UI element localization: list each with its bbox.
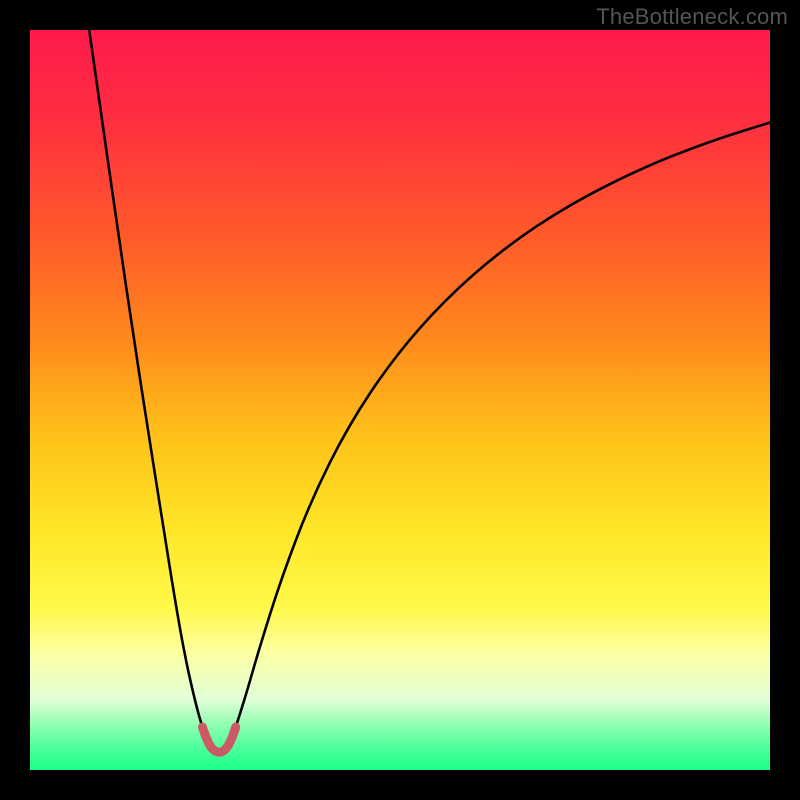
- bottleneck-chart: [30, 30, 770, 770]
- gradient-background: [30, 30, 770, 770]
- chart-frame: TheBottleneck.com: [0, 0, 800, 800]
- watermark-text: TheBottleneck.com: [596, 4, 788, 30]
- plot-area: [30, 30, 770, 770]
